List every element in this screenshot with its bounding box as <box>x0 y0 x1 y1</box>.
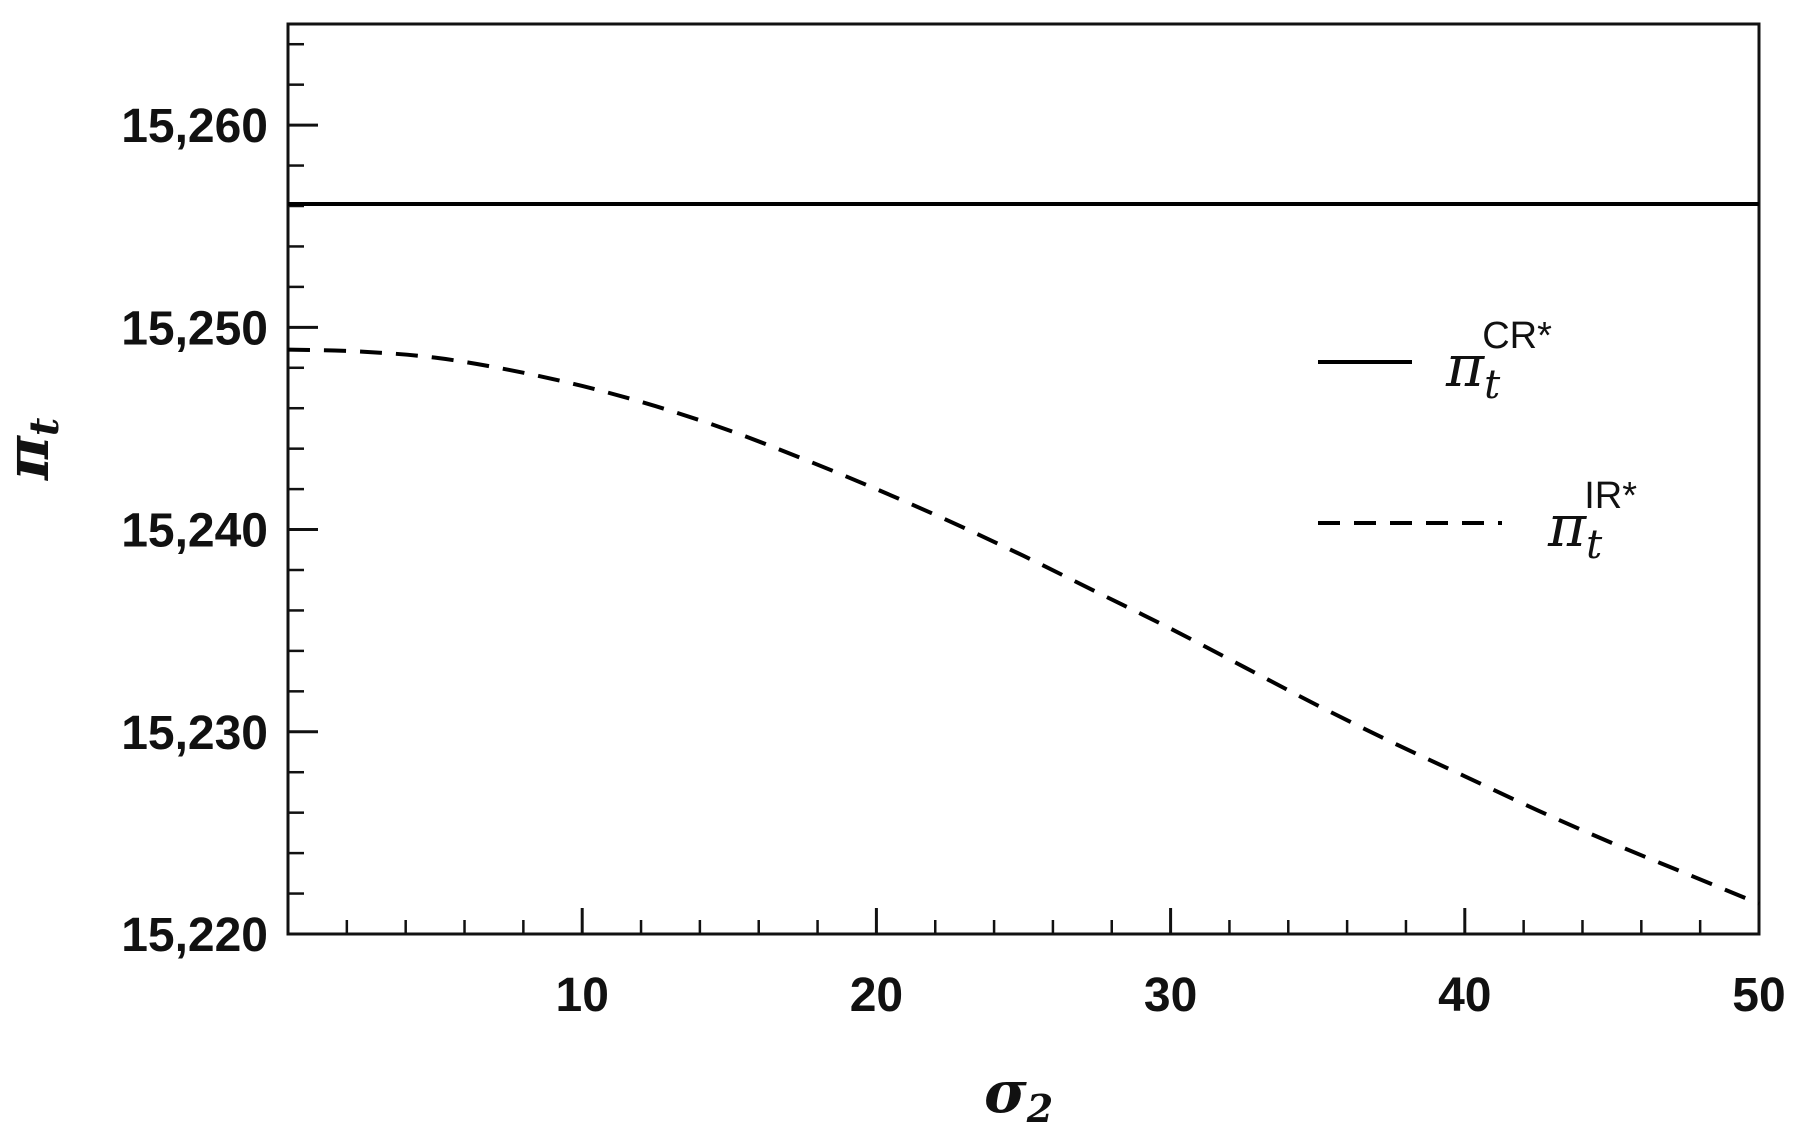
y-tick-label: 15,260 <box>121 100 268 153</box>
x-axis-label: σ2 <box>984 1058 1053 1131</box>
x-tick-label: 30 <box>1144 969 1197 1022</box>
legend-label-cr: πtCR* <box>1445 315 1552 408</box>
y-axis-label: πt <box>0 417 68 481</box>
y-tick-label: 15,220 <box>121 909 268 962</box>
minor-ticks <box>288 44 1700 934</box>
x-tick-label: 40 <box>1438 969 1491 1022</box>
legend: πtCR* πtIR* <box>1318 315 1637 568</box>
x-tick-labels: 10 20 30 40 50 <box>556 969 1786 1022</box>
y-tick-label: 15,250 <box>121 302 268 355</box>
plot-area-frame <box>288 24 1759 934</box>
y-tick-label: 15,230 <box>121 707 268 760</box>
series-line-ir <box>288 350 1759 904</box>
series-layer <box>288 204 1759 904</box>
x-tick-label: 10 <box>556 969 609 1022</box>
x-tick-label: 20 <box>850 969 903 1022</box>
legend-label-ir: πtIR* <box>1547 475 1637 568</box>
y-tick-label: 15,240 <box>121 505 268 558</box>
x-tick-label: 50 <box>1732 969 1785 1022</box>
y-tick-labels: 15,220 15,230 15,240 15,250 15,260 <box>121 100 268 962</box>
